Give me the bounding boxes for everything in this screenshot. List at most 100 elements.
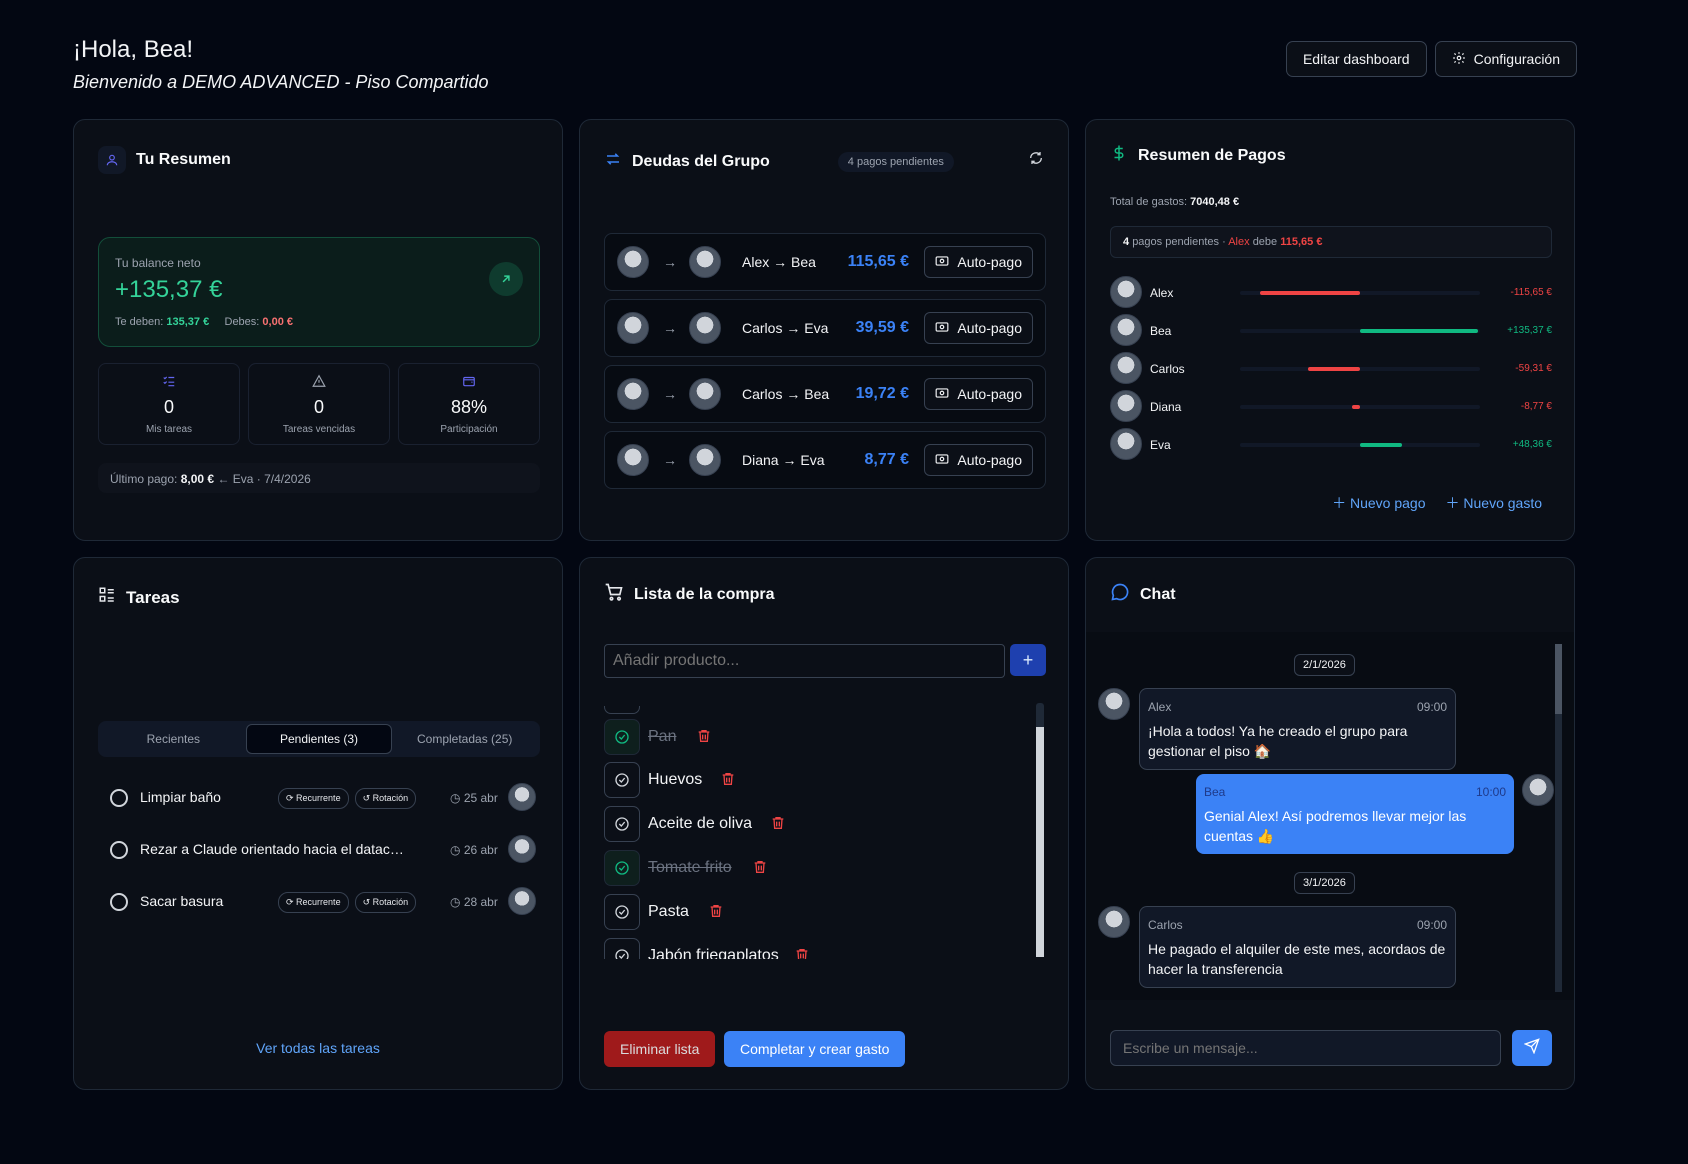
debt-amount: 39,59 € <box>855 319 909 336</box>
debt-names: Diana → Eva <box>742 452 825 468</box>
owe-value: 0,00 € <box>262 316 294 328</box>
item-check-button[interactable] <box>604 894 640 930</box>
message-time: 09:00 <box>1416 918 1447 932</box>
edit-dashboard-button[interactable]: Editar dashboard <box>1285 41 1427 77</box>
chat-scrollbar[interactable] <box>1555 644 1562 992</box>
task-checkbox[interactable] <box>110 789 128 807</box>
autopay-label: Auto-pago <box>957 386 1022 402</box>
stat-value: 0 <box>313 397 324 417</box>
autopay-label: Auto-pago <box>957 254 1022 270</box>
gear-icon <box>1452 51 1466 68</box>
autopay-button[interactable]: Auto-pago <box>924 378 1033 410</box>
trash-icon[interactable] <box>720 771 736 792</box>
view-all-tasks-link[interactable]: Ver todas las tareas <box>256 1040 380 1056</box>
tab-pending[interactable]: Pendientes (3) <box>245 724 393 754</box>
debt-names: Carlos → Eva <box>742 320 829 336</box>
settings-button[interactable]: Configuración <box>1434 41 1577 77</box>
list-item: Huevos <box>604 762 1004 798</box>
scrollbar-thumb[interactable] <box>1036 727 1044 957</box>
message-author: Bea <box>1204 785 1226 799</box>
debt-amount: 19,72 € <box>855 385 909 402</box>
debt-row: → Carlos → Bea 19,72 € Auto-pago <box>604 365 1046 423</box>
last-payment-amount: 8,00 € <box>180 472 215 486</box>
person-name: Diana <box>1150 400 1182 414</box>
greeting: ¡Hola, Bea! <box>73 36 194 63</box>
pending-badge: 4 pagos pendientes <box>837 151 954 172</box>
task-checkbox[interactable] <box>110 893 128 911</box>
trash-icon[interactable] <box>770 815 786 836</box>
group-debts-card: Deudas del Grupo 4 pagos pendientes → Al… <box>579 119 1069 541</box>
trash-icon[interactable] <box>752 859 768 880</box>
item-check-button[interactable] <box>604 762 640 798</box>
recurring-tag: ⟳ Recurrente <box>278 788 349 809</box>
shopping-scrollbar[interactable] <box>1036 703 1044 957</box>
list-item: Tomate frito <box>604 850 1004 886</box>
shopping-items: Pan Huevos Aceite de oliva Tomate frito … <box>604 706 1014 959</box>
new-expense-link[interactable]: ＋ Nuevo gasto <box>1446 493 1543 513</box>
add-product-button[interactable]: + <box>1010 644 1046 676</box>
tab-recent[interactable]: Recientes <box>146 732 201 746</box>
tab-completed[interactable]: Completadas (25) <box>416 732 513 746</box>
scrollbar-thumb[interactable] <box>1555 644 1562 714</box>
cash-icon <box>935 320 949 336</box>
trash-icon[interactable] <box>696 728 712 749</box>
new-payment-label: Nuevo pago <box>1349 495 1426 511</box>
stat-participation: 88% Participación <box>398 363 540 445</box>
item-name: Pan <box>648 728 677 745</box>
avatar <box>689 444 721 476</box>
item-check-button[interactable] <box>604 806 640 842</box>
task-checkbox[interactable] <box>110 841 128 859</box>
trash-icon[interactable] <box>708 903 724 924</box>
payment-person-row: Bea +135,37 € <box>1110 314 1552 348</box>
payment-person-row: Eva +48,36 € <box>1110 428 1552 462</box>
task-row: Limpiar baño ⟳ Recurrente ↺ Rotación ◷ 2… <box>110 783 540 813</box>
send-button[interactable] <box>1512 1030 1552 1066</box>
message-input[interactable] <box>1110 1030 1501 1066</box>
item-check-button[interactable] <box>604 706 640 714</box>
trash-icon[interactable] <box>794 947 810 959</box>
arrow-right-icon: → <box>663 452 677 468</box>
transfer-icon <box>604 150 622 173</box>
payments-title: Resumen de Pagos <box>1138 146 1286 164</box>
message-time: 10:00 <box>1475 785 1506 799</box>
stat-label: Mis tareas <box>145 424 193 435</box>
item-check-button[interactable] <box>604 719 640 755</box>
debts-title: Deudas del Grupo <box>632 152 770 170</box>
item-check-button[interactable] <box>604 938 640 959</box>
item-check-button[interactable] <box>604 850 640 886</box>
task-date: ◷ 25 abr <box>450 791 498 805</box>
refresh-icon[interactable] <box>1028 150 1044 171</box>
rotation-label: Rotación <box>372 897 409 907</box>
avatar <box>508 835 536 863</box>
autopay-button[interactable]: Auto-pago <box>924 312 1033 344</box>
avatar <box>617 312 649 344</box>
date-separator: 3/1/2026 <box>1294 872 1355 894</box>
avatar <box>1098 906 1130 938</box>
tasks-title: Tareas <box>126 587 180 607</box>
owed-label: Te deben: <box>115 316 164 328</box>
task-date-text: 26 abr <box>463 843 498 857</box>
debt-names: Alex → Bea <box>742 254 816 270</box>
balance-breakdown: Te deben: 135,37 € Debes: 0,00 € <box>115 316 293 328</box>
new-expense-label: Nuevo gasto <box>1463 495 1542 511</box>
avatar <box>1110 352 1142 384</box>
add-product-input[interactable] <box>604 644 1005 678</box>
autopay-button[interactable]: Auto-pago <box>924 444 1033 476</box>
owe-label: Debes: <box>224 316 260 328</box>
chat-message-own: Bea 10:00 Genial Alex! Así podremos lleva… <box>1196 774 1514 854</box>
shopping-list-card: Lista de la compra + Pan Huevos Aceite d… <box>579 557 1069 1090</box>
avatar <box>1110 276 1142 308</box>
cash-icon <box>935 254 949 270</box>
balance-value: +135,37 € <box>115 276 223 303</box>
stats-row: 0 Mis tareas 0 Tareas vencidas 88% Parti… <box>98 363 540 445</box>
task-title[interactable]: Rezar a Claude orientado hacia el datace… <box>140 841 410 857</box>
avatar <box>508 783 536 811</box>
new-payment-link[interactable]: ＋ Nuevo pago <box>1332 493 1425 513</box>
arrow-right-icon: → <box>663 320 677 336</box>
balance-label: Tu balance neto <box>115 256 201 270</box>
complete-list-button[interactable]: Completar y crear gasto <box>724 1031 906 1067</box>
list-item: Jabón friegaplatos <box>604 938 1004 959</box>
autopay-button[interactable]: Auto-pago <box>924 246 1033 278</box>
list-item <box>604 706 1004 714</box>
delete-list-button[interactable]: Eliminar lista <box>604 1031 716 1067</box>
